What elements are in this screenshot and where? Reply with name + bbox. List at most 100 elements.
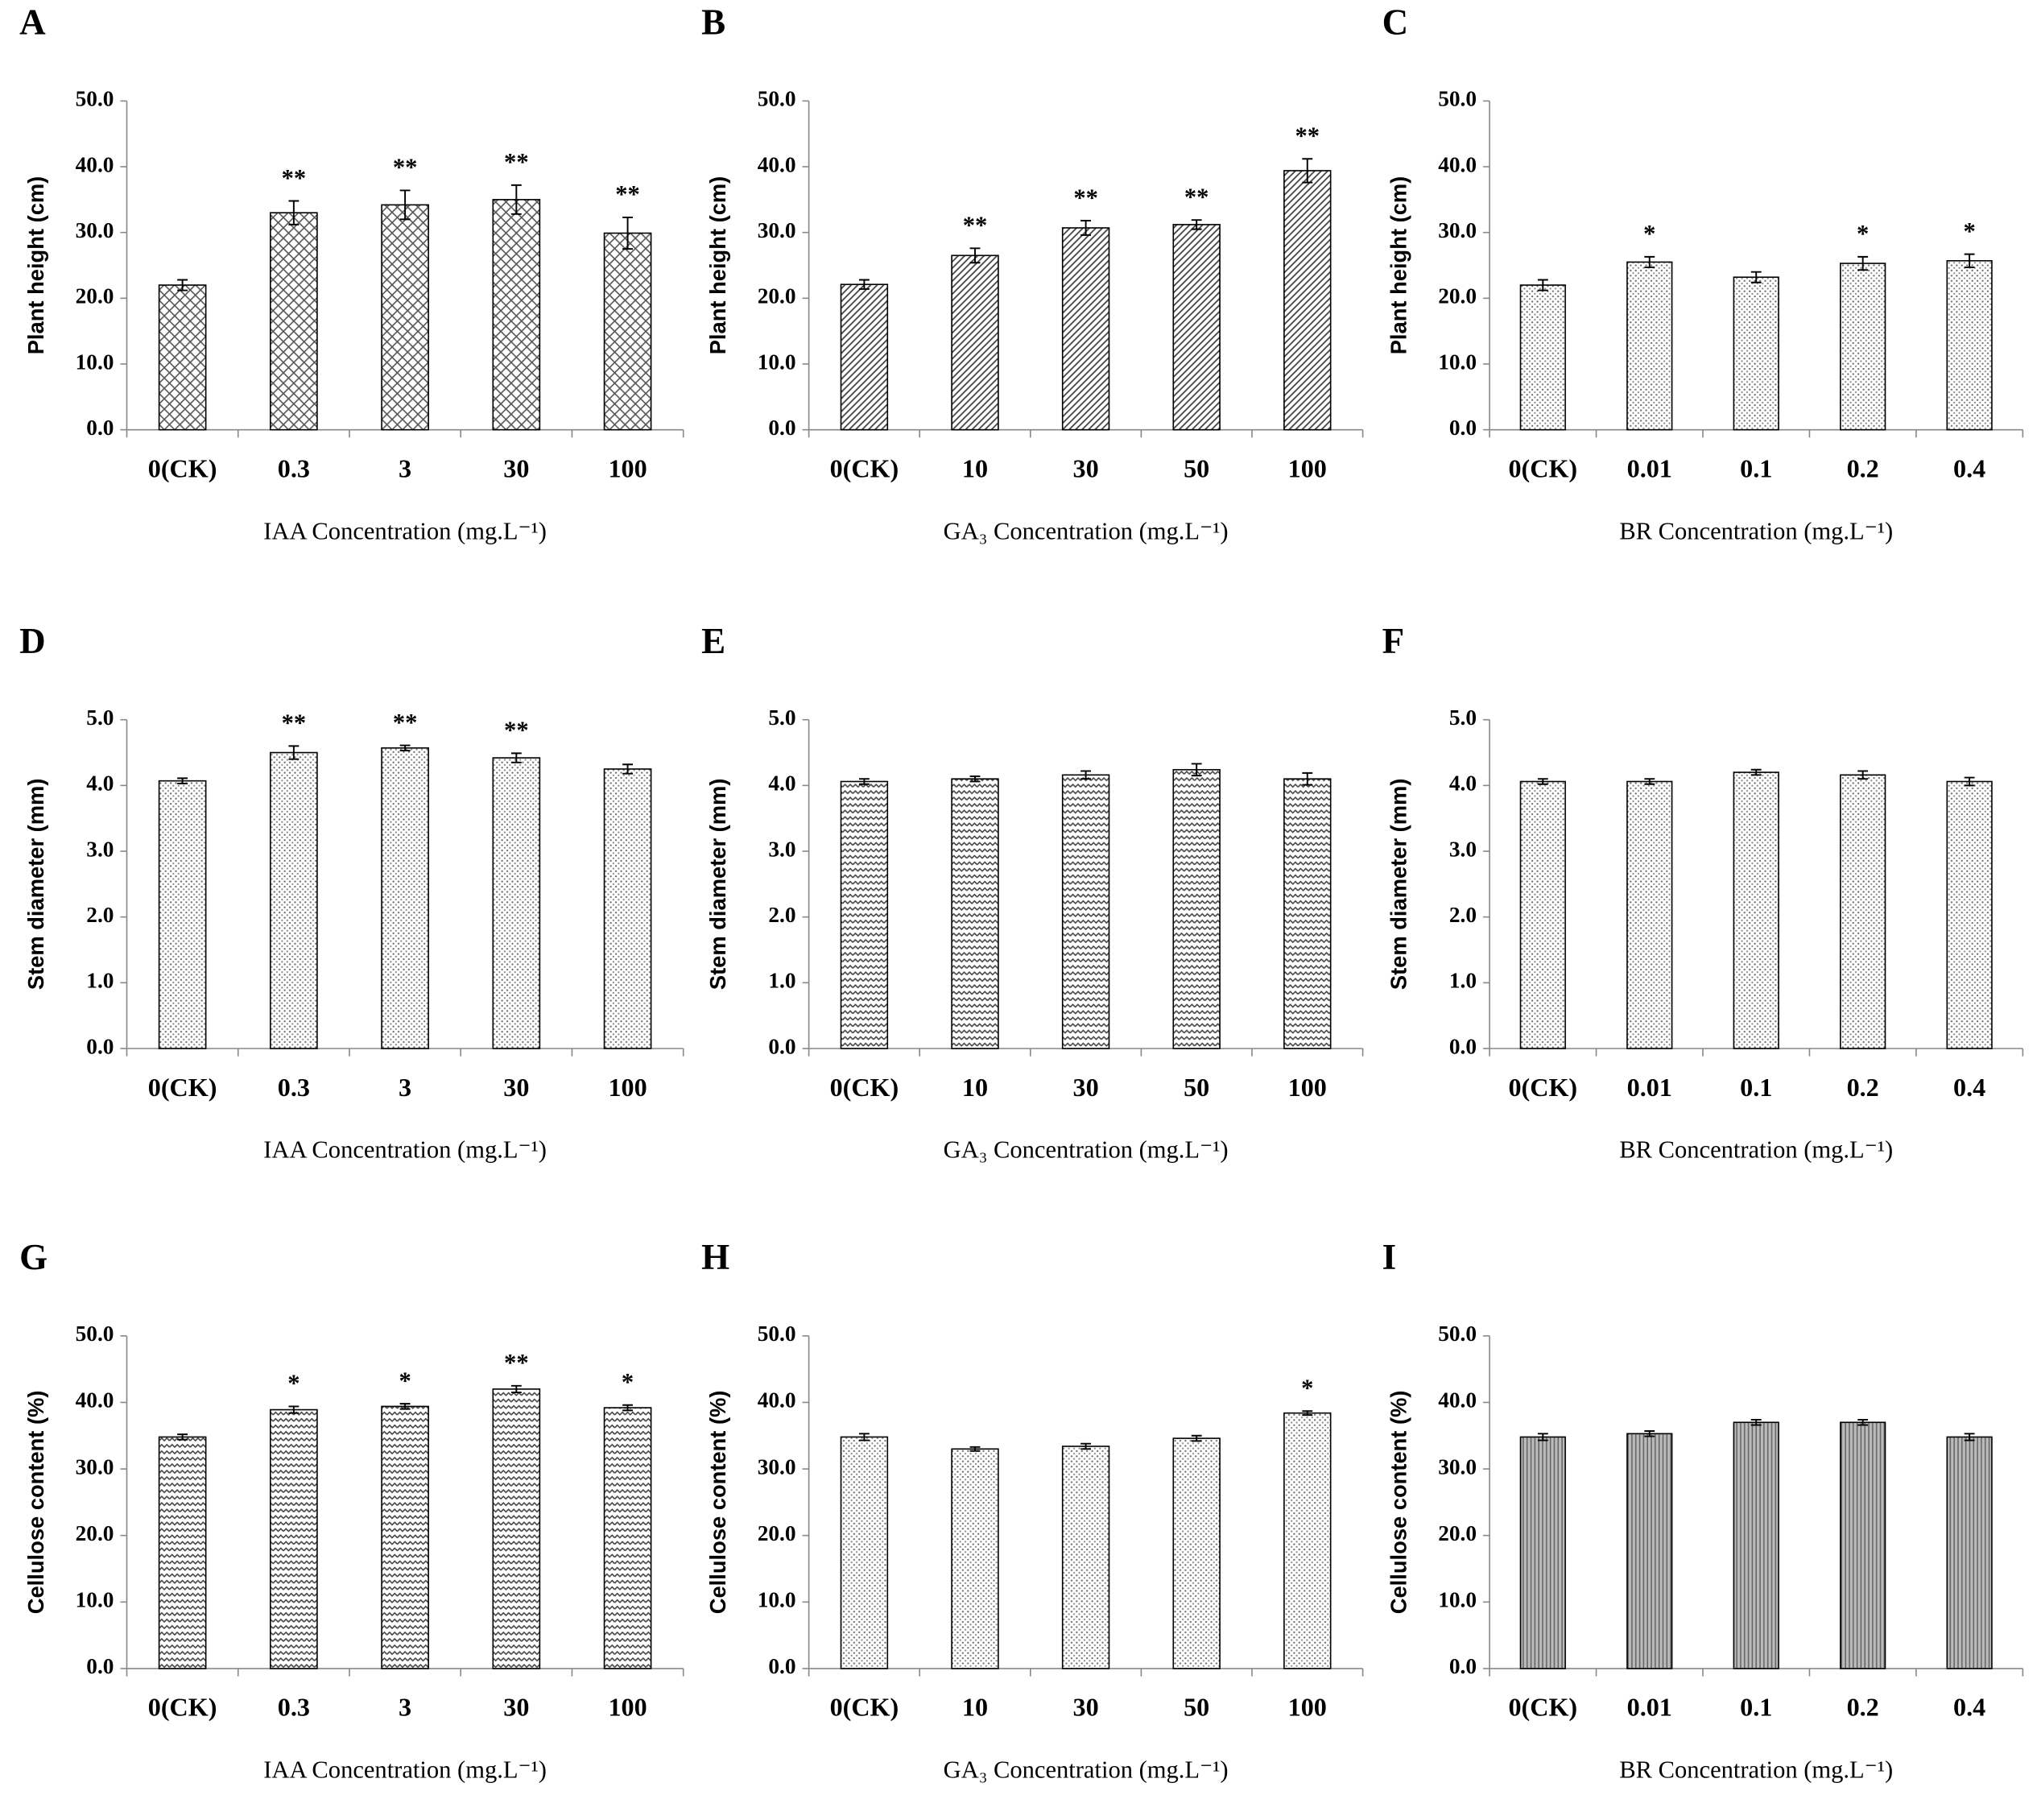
x-tick-label: 0(CK) (830, 453, 899, 482)
x-tick-label: 0.3 (278, 1073, 310, 1102)
significance-label: * (287, 1370, 300, 1397)
error-bar (399, 744, 411, 752)
error-bar (969, 775, 981, 783)
x-tick-label: 0(CK) (148, 1073, 217, 1102)
y-tick-label: 50.0 (758, 87, 796, 111)
error-bar (177, 279, 188, 292)
panel-label: F (1382, 621, 1405, 661)
error-bar (288, 1405, 300, 1414)
error-bar (1750, 271, 1762, 283)
y-tick-label: 10.0 (1438, 1588, 1477, 1612)
significance-label: ** (963, 212, 988, 239)
y-tick-label: 50.0 (1438, 87, 1477, 111)
x-tick-label: 100 (608, 453, 647, 482)
y-tick-label: 10.0 (1438, 350, 1477, 374)
bar (1733, 1421, 1779, 1669)
x-axis-label: IAA Concentration (mg.L⁻¹) (263, 1756, 547, 1784)
x-axis-label: GA₃ Concentration (mg.L⁻¹) (944, 517, 1229, 544)
significance-label: ** (1184, 183, 1209, 210)
x-tick-label: 30 (503, 1073, 529, 1102)
bar (603, 232, 652, 431)
bar (1172, 224, 1221, 431)
error-bar (622, 216, 633, 250)
y-tick-label: 10.0 (76, 350, 114, 374)
error-bar (510, 1384, 522, 1394)
y-axis-label: Plant height (cm) (705, 176, 730, 355)
x-tick-label: 0.2 (1847, 1073, 1879, 1102)
error-bar (288, 200, 300, 225)
y-tick-label: 2.0 (86, 903, 114, 927)
x-tick-label: 0.4 (1953, 453, 1985, 482)
error-bar (622, 763, 633, 775)
significance-label: ** (1295, 122, 1320, 150)
y-axis-label: Cellulose content (%) (23, 1391, 48, 1615)
error-bar (1537, 778, 1548, 785)
y-tick-label: 20.0 (76, 284, 114, 308)
y-tick-label: 30.0 (76, 1454, 114, 1479)
y-tick-label: 0.0 (1449, 1654, 1477, 1678)
significance-label: ** (393, 154, 418, 181)
x-tick-label: 100 (608, 1073, 647, 1102)
y-axis-label: Stem diameter (mm) (705, 779, 730, 991)
x-tick-label: 30 (503, 1693, 529, 1722)
bar (1283, 170, 1332, 431)
error-bar (177, 777, 188, 784)
x-tick-label: 100 (1288, 1693, 1327, 1722)
x-tick-label: 0.4 (1953, 1073, 1985, 1102)
y-tick-label: 0.0 (768, 416, 795, 440)
bar (951, 778, 999, 1049)
y-tick-label: 20.0 (758, 284, 796, 308)
y-tick-label: 40.0 (1438, 1388, 1477, 1413)
y-tick-label: 20.0 (1438, 1521, 1477, 1545)
x-tick-label: 10 (962, 453, 988, 482)
y-tick-label: 5.0 (86, 705, 114, 730)
y-tick-label: 3.0 (86, 837, 114, 861)
significance-label: ** (504, 148, 529, 176)
error-bar (1191, 763, 1202, 777)
y-tick-label: 0.0 (1449, 1034, 1477, 1058)
bar (603, 768, 652, 1049)
bar (1946, 1436, 1993, 1669)
y-tick-label: 30.0 (1438, 1454, 1477, 1479)
y-tick-label: 1.0 (86, 969, 114, 993)
x-tick-label: 0.3 (278, 453, 310, 482)
error-bar (288, 745, 300, 760)
bar (270, 751, 318, 1049)
y-axis-label: Plant height (cm) (23, 176, 48, 355)
x-tick-label: 0(CK) (1508, 1693, 1577, 1722)
panel-label: D (19, 621, 45, 661)
error-bar (177, 1433, 188, 1441)
bar (1519, 1436, 1566, 1669)
bar (1840, 263, 1886, 431)
bar (1626, 1433, 1673, 1669)
x-tick-label: 10 (962, 1693, 988, 1722)
x-tick-label: 0.1 (1740, 1073, 1772, 1102)
panel-label: A (19, 2, 46, 42)
significance-label: ** (282, 164, 307, 192)
x-tick-label: 0(CK) (1508, 1073, 1577, 1102)
bar (840, 1436, 889, 1669)
x-tick-label: 0.01 (1627, 1073, 1672, 1102)
x-tick-label: 3 (399, 453, 411, 482)
x-tick-label: 100 (1288, 453, 1327, 482)
y-tick-label: 4.0 (86, 771, 114, 796)
error-bar (858, 778, 870, 785)
y-tick-label: 0.0 (768, 1654, 795, 1678)
bar (1626, 261, 1673, 431)
x-tick-label: 50 (1184, 453, 1209, 482)
error-bar (1080, 220, 1092, 236)
error-bar (510, 184, 522, 215)
error-bar (399, 1403, 411, 1410)
error-bar (510, 752, 522, 763)
bar (381, 1405, 429, 1669)
panel-label: H (701, 1237, 729, 1277)
bar (1840, 774, 1886, 1049)
x-tick-label: 0.01 (1627, 453, 1672, 482)
error-bar (858, 279, 870, 290)
error-bar (1857, 770, 1869, 780)
error-bar (622, 1404, 633, 1412)
x-tick-label: 100 (1288, 1073, 1327, 1102)
panel-label: G (19, 1237, 48, 1277)
x-tick-label: 10 (962, 1073, 988, 1102)
bar (1840, 1421, 1886, 1669)
